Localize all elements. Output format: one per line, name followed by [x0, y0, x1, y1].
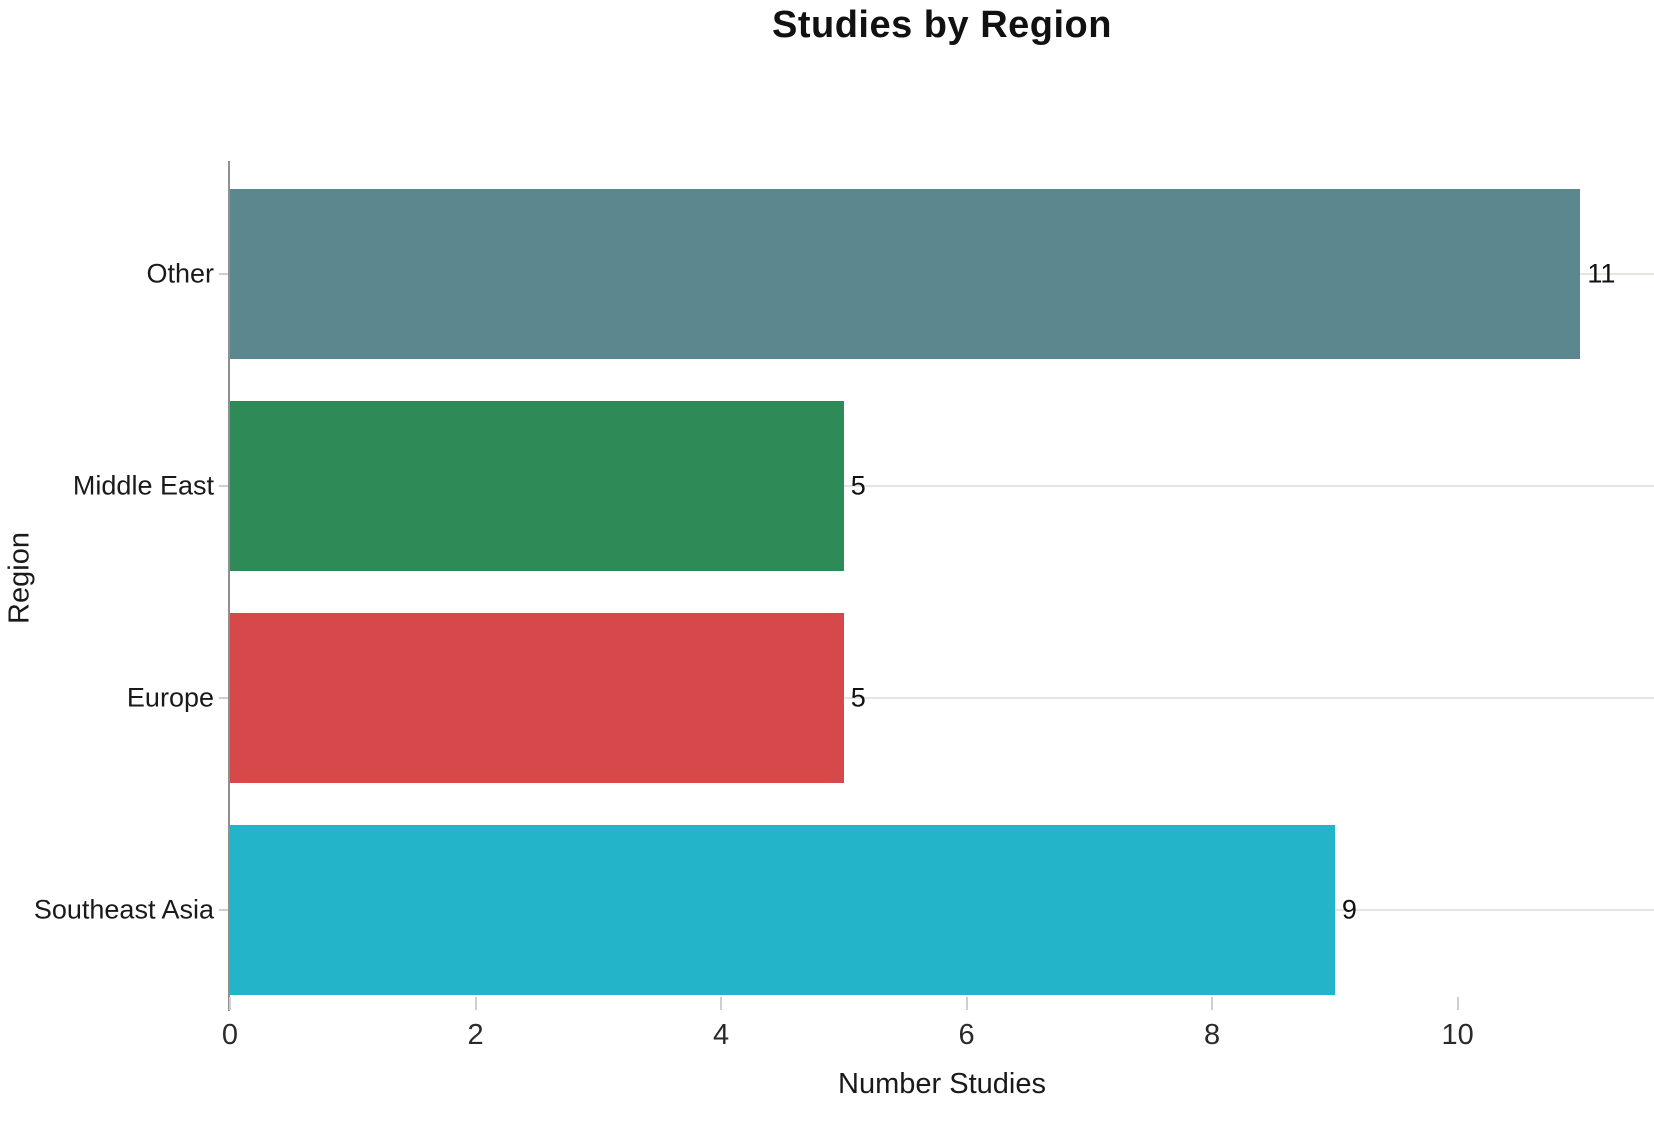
- x-tick-mark-0: [229, 997, 231, 1010]
- y-tick-europe: [219, 697, 230, 699]
- x-tick-label-0: 0: [221, 1019, 239, 1051]
- plot-area: Other 11 Middle East 5 Europe 5 Southeast Asia…: [34, 161, 1654, 1051]
- x-axis-title: Number Studies: [838, 1068, 1046, 1100]
- x-tick-mark-4: [720, 997, 723, 1010]
- x-tick-mark-8: [1211, 997, 1214, 1010]
- y-tick-other: [219, 273, 230, 275]
- y-axis-title: Region: [3, 532, 36, 624]
- x-tick-mark-2: [474, 997, 477, 1010]
- y-tick-middle-east: [219, 485, 230, 487]
- bar-europe: [230, 613, 844, 783]
- chart-title: Studies by Region: [772, 4, 1112, 46]
- y-category-label-europe: Europe: [126, 682, 214, 713]
- y-category-label-middle-east: Middle East: [72, 470, 214, 501]
- value-label-middle-east: 5: [850, 470, 866, 501]
- y-category-label-southeast-asia: Southeast Asia: [33, 894, 214, 925]
- bar-other: [230, 189, 1581, 359]
- x-tick-label-10: 10: [1441, 1019, 1474, 1051]
- gridline-middle-east: [230, 485, 1654, 487]
- x-tick-label-6: 6: [958, 1019, 975, 1051]
- gridline-europe: [230, 697, 1654, 699]
- x-tick-label-2: 2: [467, 1019, 484, 1051]
- value-label-other: 11: [1587, 258, 1616, 289]
- y-category-label-other: Other: [146, 258, 214, 289]
- y-tick-southeast-asia: [219, 909, 230, 911]
- x-tick-mark-10: [1456, 997, 1459, 1010]
- value-label-europe: 5: [850, 682, 866, 713]
- x-tick-mark-6: [965, 997, 968, 1010]
- y-axis-line: [228, 161, 230, 1011]
- x-tick-label-4: 4: [712, 1019, 730, 1051]
- bar-middle-east: [230, 401, 844, 571]
- bar-southeast-asia: [230, 825, 1335, 995]
- x-tick-label-8: 8: [1203, 1019, 1221, 1051]
- value-label-southeast-asia: 9: [1341, 894, 1357, 925]
